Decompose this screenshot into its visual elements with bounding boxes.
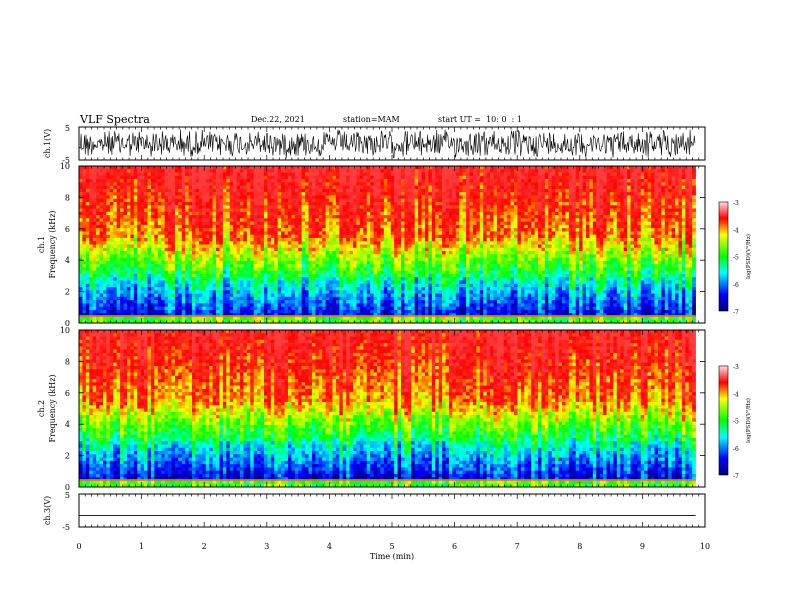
ch1-spectrogram-ylabel: Frequency (kHz) xyxy=(48,210,57,278)
ch2-spectrogram-image xyxy=(79,330,696,488)
ch1-spectrogram-ytick-8: 8 xyxy=(65,193,70,202)
xtick-7: 7 xyxy=(515,542,520,551)
start-ut-label: start UT = 10: 0 : 1 xyxy=(438,115,523,124)
ch3-ytick-neg5: -5 xyxy=(62,523,70,532)
ch2-spectrogram-ytick-8: 8 xyxy=(65,357,70,366)
ch1-spectrogram-colorbar-label: log(PSD)(V²/Hz) xyxy=(745,234,752,279)
ch2-spectrogram-colorbar-tick--7: -7 xyxy=(733,473,739,480)
ch2-spectrogram-ylabel: Frequency (kHz) xyxy=(48,374,57,442)
ch1-spectrogram-colorbar-tick--4: -4 xyxy=(733,227,739,234)
ch2-spectrogram-colorbar-tick--4: -4 xyxy=(733,391,739,398)
ch2-spectrogram-low-band xyxy=(79,478,696,481)
station-label: station=MAM xyxy=(343,115,400,124)
chart-title: VLF Spectra xyxy=(80,113,150,126)
ch2-spectrogram-ytick-0: 0 xyxy=(65,483,70,492)
ch1-ytick-5: 5 xyxy=(65,124,70,133)
ch2-spectrogram-ytick-4: 4 xyxy=(65,420,70,429)
ch2-spectrogram-colorbar-tick--6: -6 xyxy=(733,446,739,453)
ch2-spectrogram-colorbar-label: log(PSD)(V²/Hz) xyxy=(745,398,752,443)
xtick-8: 8 xyxy=(577,542,582,551)
ch2-spectrogram-ytick-2: 2 xyxy=(65,452,70,461)
xtick-3: 3 xyxy=(264,542,269,551)
ch1-spectrogram-low-band xyxy=(79,314,696,317)
ch3-ytick-5: 5 xyxy=(65,491,70,500)
xtick-1: 1 xyxy=(139,542,144,551)
ch2-spectrogram-ytick-6: 6 xyxy=(65,389,70,398)
xtick-10: 10 xyxy=(700,542,710,551)
xtick-2: 2 xyxy=(202,542,207,551)
ch1-spectrogram-ylabel-channel: ch.1 xyxy=(37,236,46,253)
ch1-spectrogram-colorbar-tick--5: -5 xyxy=(733,255,739,262)
ch1-spectrogram-colorbar-tick--3: -3 xyxy=(733,200,739,207)
ch1-spectrogram-colorbar xyxy=(718,201,729,312)
ch1-spectrogram-ytick-6: 6 xyxy=(65,225,70,234)
ch2-spectrogram-ylabel-channel: ch.2 xyxy=(37,400,46,417)
xaxis-label: Time (min) xyxy=(370,552,414,561)
ch2-spectrogram-ytick-10: 10 xyxy=(60,326,70,335)
ch1-spectrogram-ytick-4: 4 xyxy=(65,256,70,265)
ch1-ylabel: ch.1(V) xyxy=(43,129,52,158)
ch1-spectrogram-colorbar-tick--7: -7 xyxy=(733,309,739,316)
xtick-4: 4 xyxy=(327,542,332,551)
ch2-spectrogram-colorbar-tick--3: -3 xyxy=(733,364,739,371)
ch3-ylabel: ch.3(V) xyxy=(43,496,52,525)
xtick-5: 5 xyxy=(389,542,394,551)
ch1-spectrogram-ytick-2: 2 xyxy=(65,288,70,297)
xtick-9: 9 xyxy=(640,542,645,551)
ch1-waveform-line xyxy=(78,129,696,159)
ch1-spectrogram-colorbar-tick--6: -6 xyxy=(733,282,739,289)
xtick-6: 6 xyxy=(452,542,457,551)
ch1-spectrogram-ytick-10: 10 xyxy=(60,162,70,171)
ch1-ytick-neg5: -5 xyxy=(62,156,70,165)
ch1-spectrogram-image xyxy=(79,166,696,324)
ch2-spectrogram-colorbar-tick--5: -5 xyxy=(733,419,739,426)
date-label: Dec.22, 2021 xyxy=(251,115,305,124)
ch1-spectrogram-ytick-0: 0 xyxy=(65,319,70,328)
xtick-0: 0 xyxy=(76,542,81,551)
ch2-spectrogram-colorbar xyxy=(718,365,729,476)
